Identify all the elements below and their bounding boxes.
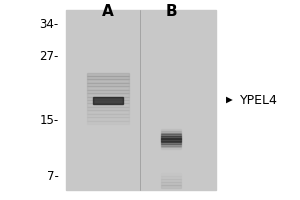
Bar — [87, 117, 129, 121]
Bar — [161, 138, 181, 139]
Bar — [87, 93, 129, 97]
Bar — [87, 121, 129, 124]
Text: A: A — [102, 4, 114, 19]
Bar — [161, 173, 181, 176]
Bar — [161, 131, 181, 133]
Bar — [161, 129, 181, 131]
Bar — [87, 90, 129, 93]
Bar — [87, 79, 129, 83]
Bar — [161, 185, 181, 188]
Bar — [161, 136, 181, 138]
Bar — [87, 110, 129, 114]
Bar — [161, 176, 181, 179]
Bar — [87, 76, 129, 79]
Bar — [87, 107, 129, 110]
Text: 7-: 7- — [46, 170, 58, 182]
Bar — [161, 179, 181, 182]
Bar — [161, 182, 181, 185]
Text: 27-: 27- — [39, 49, 58, 62]
Bar — [87, 114, 129, 117]
Bar — [87, 83, 129, 86]
Bar — [161, 144, 181, 146]
Bar — [87, 73, 129, 76]
Bar — [161, 133, 181, 134]
Bar — [161, 134, 181, 136]
Bar — [161, 142, 181, 144]
Bar — [161, 147, 181, 149]
Bar — [87, 86, 129, 90]
Bar — [87, 103, 129, 107]
Bar — [87, 100, 129, 103]
Bar — [161, 146, 181, 147]
Bar — [66, 10, 216, 190]
Bar — [161, 139, 181, 141]
Bar — [87, 97, 129, 100]
Text: 15-: 15- — [39, 114, 58, 127]
Bar — [161, 141, 181, 142]
Bar — [93, 97, 123, 104]
Text: 34-: 34- — [39, 18, 58, 30]
Text: B: B — [165, 4, 177, 19]
Text: YPEL4: YPEL4 — [240, 94, 278, 106]
